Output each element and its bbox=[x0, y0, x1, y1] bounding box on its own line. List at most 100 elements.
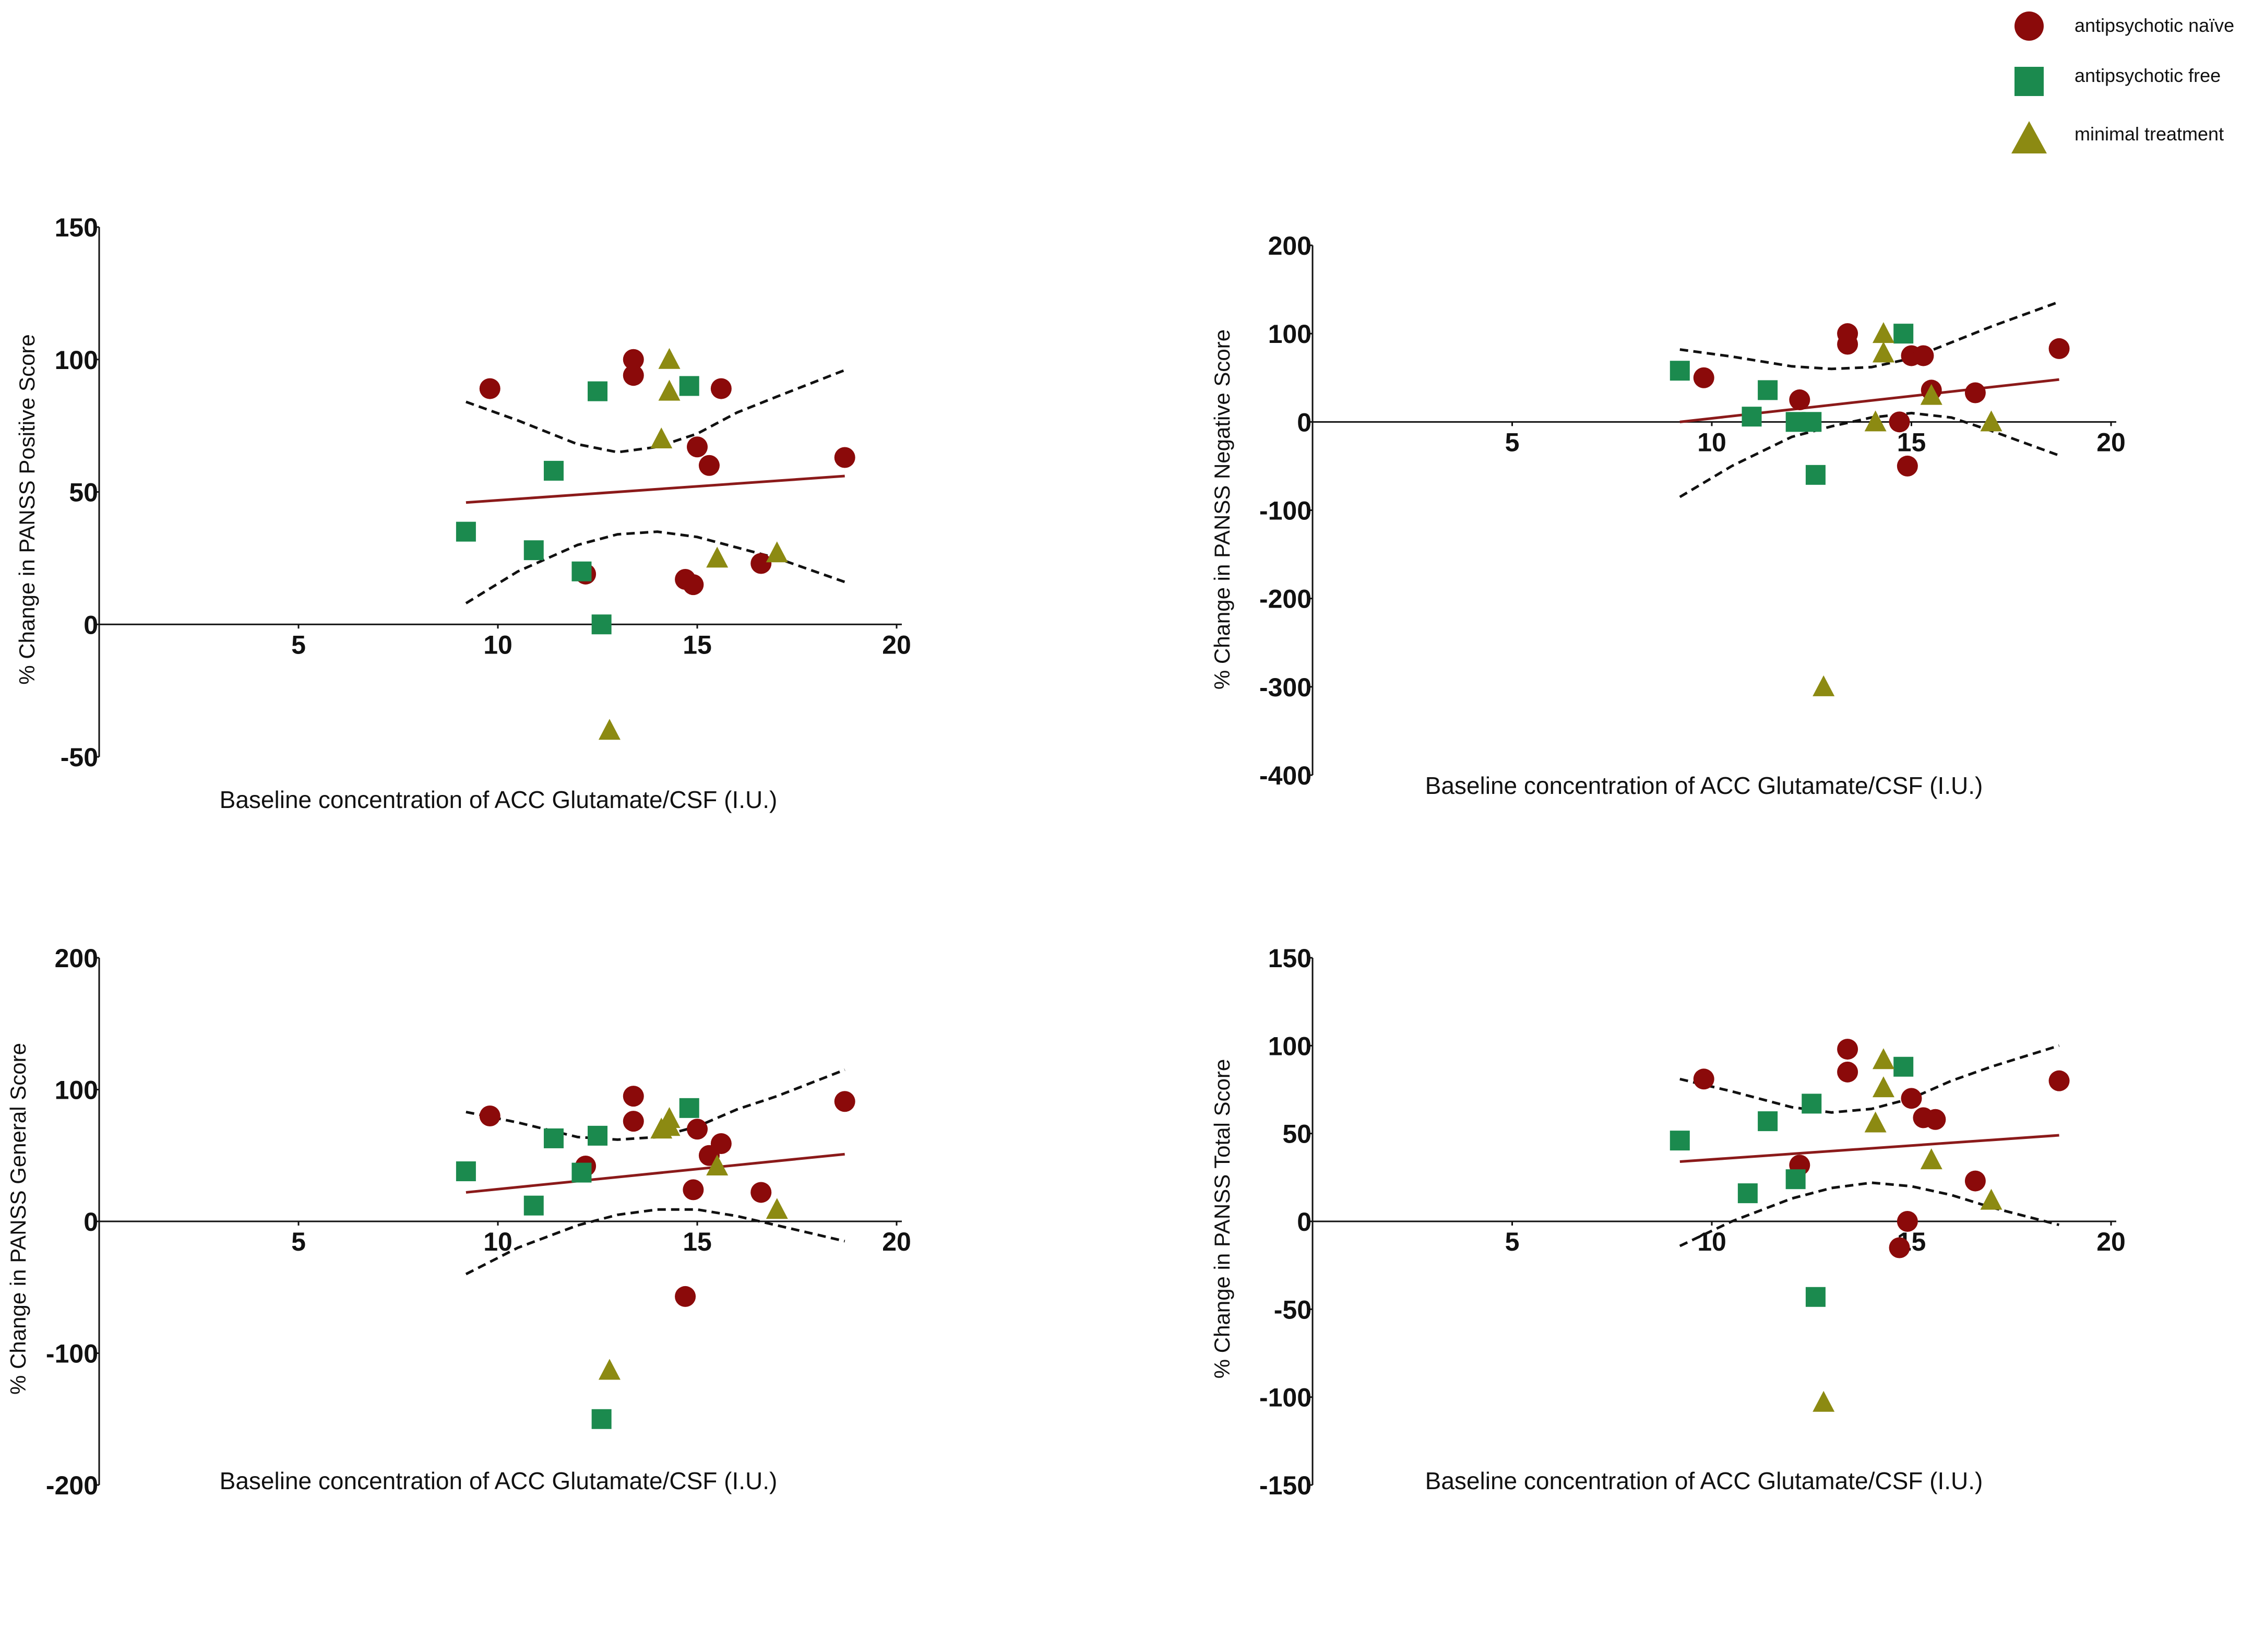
point-naive bbox=[683, 1179, 704, 1201]
y-tick-label: 0 bbox=[1297, 408, 1312, 437]
point-minimal bbox=[658, 1115, 681, 1136]
point-minimal bbox=[1872, 1076, 1894, 1098]
x-tick-label: 5 bbox=[291, 630, 306, 659]
point-naive bbox=[1789, 389, 1810, 411]
point-naive bbox=[623, 1111, 644, 1132]
y-tick-label: -50 bbox=[1274, 1295, 1312, 1324]
x-tick-label: 5 bbox=[291, 1227, 306, 1256]
point-naive bbox=[750, 553, 772, 574]
chart-panel-general: -200 -100 0 100 200 5 10 15 20 % Change in PANSS… bbox=[0, 911, 1127, 1652]
ci-upper-curve bbox=[466, 369, 845, 454]
point-minimal bbox=[1872, 1048, 1894, 1069]
point-free bbox=[456, 1161, 476, 1182]
y-tick-label: 150 bbox=[55, 213, 98, 242]
x-axis-label: Baseline concentration of ACC Glutamate/… bbox=[219, 1467, 778, 1494]
y-axis-label: % Change in PANSS Negative Score bbox=[1210, 329, 1234, 690]
ci-upper-curve bbox=[1679, 300, 2060, 371]
point-free bbox=[456, 521, 476, 542]
point-minimal bbox=[706, 546, 729, 568]
point-minimal bbox=[1980, 1189, 2002, 1210]
y-tick-label: -150 bbox=[1259, 1471, 1312, 1500]
x-tick-label: 15 bbox=[1897, 427, 1926, 457]
x-axis-label: Baseline concentration of ACC Glutamate/… bbox=[219, 786, 778, 813]
point-free bbox=[1802, 1094, 1822, 1114]
point-free bbox=[591, 1409, 612, 1429]
ci-lower-curve bbox=[1679, 411, 2060, 498]
chart-negative: -400 -300 -200 -100 0 100 200 5 10 15 20 bbox=[1259, 231, 2126, 790]
point-free bbox=[523, 540, 544, 561]
regression-line bbox=[466, 474, 845, 504]
x-tick-label: 10 bbox=[1697, 427, 1726, 457]
point-naive bbox=[687, 1119, 708, 1140]
point-naive bbox=[1964, 1170, 1986, 1192]
point-naive bbox=[479, 378, 500, 399]
x-axis-label: Baseline concentration of ACC Glutamate/… bbox=[1425, 1467, 1983, 1494]
x-tick-label: 20 bbox=[2096, 427, 2126, 457]
point-free bbox=[1805, 1287, 1826, 1307]
point-naive bbox=[1897, 455, 1918, 477]
x-tick-label: 15 bbox=[683, 1227, 712, 1256]
y-axis-label: % Change in PANSS Total Score bbox=[1210, 1059, 1234, 1379]
point-minimal bbox=[650, 427, 673, 448]
point-naive bbox=[1889, 411, 1910, 433]
point-naive bbox=[1964, 382, 1986, 403]
x-tick-label: 15 bbox=[683, 630, 712, 659]
point-naive bbox=[623, 349, 644, 370]
point-naive bbox=[1837, 1039, 1858, 1060]
point-free bbox=[1802, 412, 1822, 432]
point-free bbox=[543, 460, 564, 481]
point-naive bbox=[2048, 338, 2070, 359]
y-tick-label: -100 bbox=[1259, 1383, 1312, 1412]
x-axis-label: Baseline concentration of ACC Glutamate/… bbox=[1425, 772, 1983, 799]
point-free bbox=[1893, 324, 1914, 344]
chart-panel-total: -150 -100 -50 0 50 100 150 5 10 15 20 % Change in … bbox=[1195, 911, 2253, 1652]
y-tick-label: -50 bbox=[61, 743, 98, 772]
x-tick-label: 10 bbox=[483, 1227, 512, 1256]
point-minimal bbox=[766, 541, 788, 563]
point-minimal bbox=[598, 1359, 621, 1380]
legend-marker-naive bbox=[2014, 11, 2044, 41]
point-naive bbox=[698, 455, 720, 476]
legend-label-free: antipsychotic free bbox=[2075, 65, 2221, 86]
point-minimal bbox=[1980, 410, 2002, 432]
point-naive bbox=[1837, 334, 1858, 355]
regression-line bbox=[466, 1152, 845, 1194]
y-tick-label: 100 bbox=[55, 1076, 98, 1105]
point-free bbox=[1758, 1111, 1778, 1132]
point-free bbox=[679, 1098, 699, 1118]
y-tick-label: 100 bbox=[1268, 319, 1312, 349]
point-free bbox=[679, 376, 699, 396]
chart-general: -200 -100 0 100 200 5 10 15 20 bbox=[46, 944, 911, 1500]
x-tick-label: 5 bbox=[1505, 427, 1520, 457]
point-minimal bbox=[706, 1154, 729, 1175]
y-tick-label: 0 bbox=[84, 1207, 98, 1237]
point-free bbox=[543, 1128, 564, 1148]
x-tick-label: 10 bbox=[483, 630, 512, 659]
point-minimal bbox=[1813, 675, 1835, 696]
point-naive bbox=[683, 574, 704, 596]
point-naive bbox=[1897, 1211, 1918, 1232]
regression-line bbox=[1679, 378, 2059, 423]
y-tick-label: 200 bbox=[55, 944, 98, 973]
point-naive bbox=[1925, 1109, 1946, 1130]
point-free bbox=[1742, 407, 1762, 427]
chart-panel-negative: -400 -300 -200 -100 0 100 200 5 10 15 20 % Change … bbox=[1195, 198, 2253, 940]
legend-label-minimal: minimal treatment bbox=[2075, 123, 2224, 145]
point-naive bbox=[479, 1106, 500, 1126]
point-free bbox=[1805, 465, 1826, 485]
point-naive bbox=[1913, 345, 1934, 366]
point-free bbox=[523, 1195, 544, 1216]
point-naive bbox=[623, 365, 644, 386]
point-minimal bbox=[1920, 384, 1942, 405]
point-minimal bbox=[1864, 1111, 1887, 1133]
point-naive bbox=[710, 378, 732, 399]
x-tick-label: 5 bbox=[1505, 1227, 1520, 1256]
point-naive bbox=[623, 1086, 644, 1107]
point-free bbox=[591, 614, 612, 635]
point-naive bbox=[750, 1182, 772, 1203]
legend bbox=[2011, 11, 2047, 153]
point-naive bbox=[1889, 1237, 1910, 1258]
y-tick-label: 100 bbox=[1268, 1031, 1312, 1061]
point-naive bbox=[1837, 1061, 1858, 1083]
